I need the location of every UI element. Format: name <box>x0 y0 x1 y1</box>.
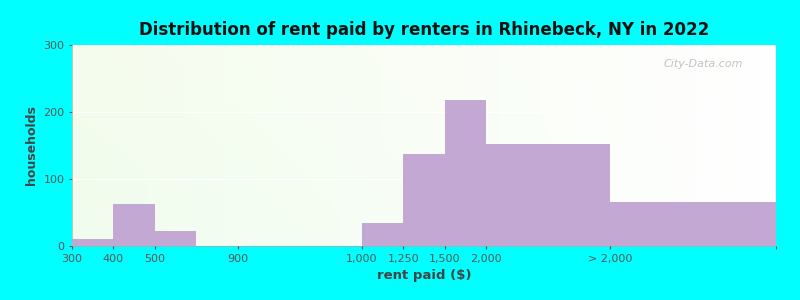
Bar <box>362 223 403 246</box>
Title: Distribution of rent paid by renters in Rhinebeck, NY in 2022: Distribution of rent paid by renters in … <box>139 21 709 39</box>
Bar <box>155 231 196 246</box>
Bar <box>403 154 445 246</box>
Text: City-Data.com: City-Data.com <box>663 59 743 69</box>
Bar <box>486 144 610 246</box>
Bar <box>610 202 776 246</box>
Bar <box>72 239 114 246</box>
Y-axis label: households: households <box>25 106 38 185</box>
Bar <box>445 100 486 246</box>
Bar <box>114 204 155 246</box>
X-axis label: rent paid ($): rent paid ($) <box>377 269 471 282</box>
